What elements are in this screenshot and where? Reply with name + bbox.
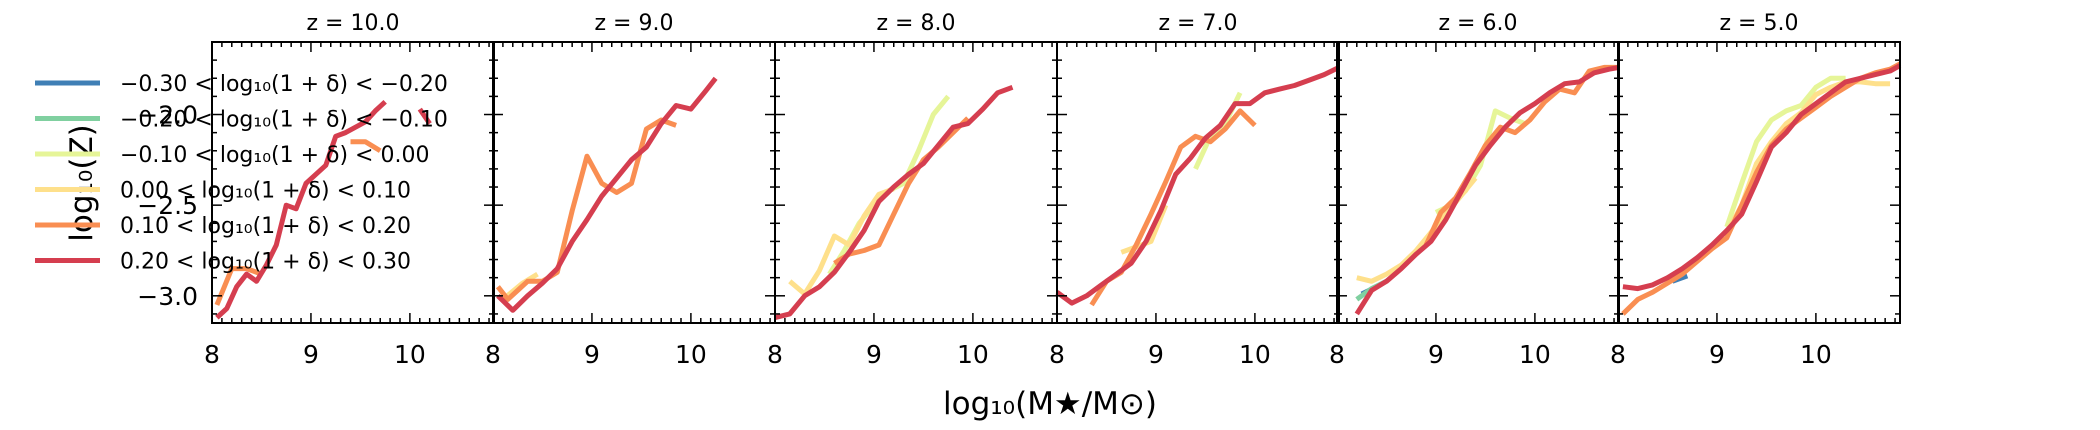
x-tick-label: 9 <box>584 340 600 369</box>
panel-title: z = 10.0 <box>307 11 400 36</box>
x-tick-label: 10 <box>675 340 707 369</box>
legend-entry-4: 0.00 < log₁₀(1 + δ) < 0.10 <box>35 179 411 204</box>
panel-6: 8 9 10 z = 5.0 <box>1610 11 1902 369</box>
y-tick-label: −2.0 <box>137 101 198 130</box>
panel-title: z = 7.0 <box>1159 11 1238 36</box>
panel-title: z = 5.0 <box>1720 11 1799 36</box>
series-line-4 <box>350 139 382 153</box>
x-tick-label: 9 <box>303 340 319 369</box>
series-line-5 <box>1354 64 1620 316</box>
panel-frame <box>774 41 1058 324</box>
panel-series <box>495 76 718 313</box>
panel-frame <box>1617 41 1901 324</box>
series-line-5 <box>215 99 387 320</box>
x-tick-label: 8 <box>1610 340 1626 369</box>
x-tick-label: 9 <box>1428 340 1444 369</box>
series-line-5 <box>1055 65 1341 306</box>
y-axis-label: log₁₀(Z) <box>64 124 100 242</box>
x-tick-label: 8 <box>485 340 501 369</box>
panel-3: 8 9 10 z = 8.0 <box>767 11 1058 369</box>
legend-label: 0.20 < log₁₀(1 + δ) < 0.30 <box>120 250 411 275</box>
panel-series <box>1621 61 1902 316</box>
x-tick-label: 8 <box>1049 340 1065 369</box>
series-line-4 <box>1423 64 1619 247</box>
legend-entry-3: −0.10 < log₁₀(1 + δ) < 0.00 <box>35 143 429 168</box>
legend-label: −0.10 < log₁₀(1 + δ) < 0.00 <box>120 143 429 168</box>
x-tick-label: 8 <box>767 340 783 369</box>
x-tick-label: 10 <box>957 340 989 369</box>
x-tick-label: 9 <box>1709 340 1725 369</box>
legend-entry-2: −0.20 < log₁₀(1 + δ) < −0.10 <box>35 108 448 133</box>
legend-entry-6: 0.20 < log₁₀(1 + δ) < 0.30 <box>35 250 411 275</box>
legend-entry-5: 0.10 < log₁₀(1 + δ) < 0.20 <box>35 214 411 239</box>
series-line-2 <box>1724 75 1846 228</box>
series-line-5 <box>774 84 1014 321</box>
series-line-4 <box>1621 61 1902 316</box>
panel-series <box>1354 64 1620 316</box>
y-tick-label: −3.0 <box>137 282 198 311</box>
legend-label: 0.00 < log₁₀(1 + δ) < 0.10 <box>120 179 411 204</box>
legend-label: −0.20 < log₁₀(1 + δ) < −0.10 <box>120 108 448 133</box>
panels: 8 9 10 −3.0 −2.5 −2.0 z = 10.0 8 9 10 z = 9.0 8 9 10 z… <box>137 11 1902 369</box>
panel-2: 8 9 10 z = 9.0 <box>485 11 776 369</box>
series-line-5 <box>1622 63 1902 292</box>
x-tick-label: 8 <box>204 340 220 369</box>
panel-4: 8 9 10 z = 7.0 <box>1049 11 1341 369</box>
series-line-2 <box>827 94 951 276</box>
series-line-3 <box>1724 79 1891 234</box>
x-tick-label: 10 <box>1800 340 1832 369</box>
legend-label: −0.30 < log₁₀(1 + δ) < −0.20 <box>120 72 448 97</box>
series-line-5 <box>496 76 718 313</box>
legend-label: 0.10 < log₁₀(1 + δ) < 0.20 <box>120 214 411 239</box>
series-line-3 <box>788 186 895 297</box>
panel-series <box>774 84 1014 321</box>
panel-title: z = 8.0 <box>877 11 956 36</box>
legend-entry-1: −0.30 < log₁₀(1 + δ) < −0.20 <box>35 72 448 97</box>
panel-series <box>1055 65 1341 307</box>
x-tick-label: 10 <box>1239 340 1271 369</box>
series-line-4 <box>214 266 263 306</box>
x-tick-label: 9 <box>866 340 882 369</box>
x-axis-label: log₁₀(M★/M⊙) <box>943 386 1157 422</box>
legend: −0.30 < log₁₀(1 + δ) < −0.20 −0.20 < log₁… <box>35 72 448 275</box>
y-tick-label: −2.5 <box>137 191 198 220</box>
x-tick-label: 10 <box>394 340 426 369</box>
panel-title: z = 6.0 <box>1439 11 1518 36</box>
panel-frame <box>1056 41 1340 324</box>
x-tick-label: 9 <box>1148 340 1164 369</box>
panel-series <box>214 99 432 320</box>
x-tick-label: 10 <box>1519 340 1551 369</box>
panel-title: z = 9.0 <box>595 11 674 36</box>
series-line-4 <box>495 117 677 302</box>
x-tick-label: 8 <box>1329 340 1345 369</box>
series-line-5 <box>417 107 432 126</box>
panel-5: 8 9 10 z = 6.0 <box>1329 11 1620 369</box>
